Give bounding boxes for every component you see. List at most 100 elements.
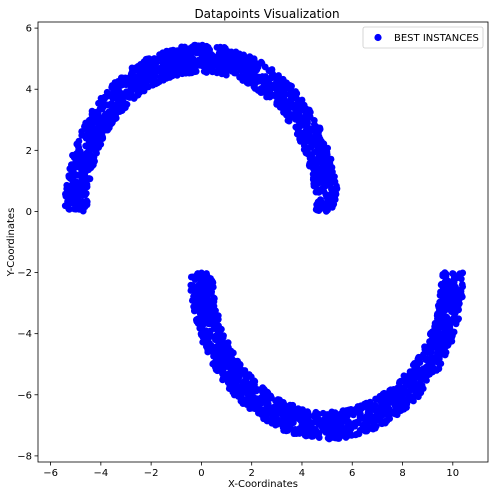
data-point-cluster-1 (309, 134, 317, 141)
data-point-cluster-1 (316, 125, 324, 133)
data-point-cluster-2 (295, 410, 303, 418)
data-point-cluster-1 (331, 188, 339, 196)
data-point-cluster-2 (452, 300, 460, 308)
data-point-cluster-2 (228, 374, 236, 382)
data-point-cluster-2 (187, 273, 195, 281)
data-point-cluster-1 (72, 190, 80, 198)
data-point-cluster-1 (319, 158, 327, 166)
data-point-cluster-1 (197, 44, 205, 52)
data-point-cluster-1 (164, 55, 172, 62)
data-point-cluster-2 (315, 434, 323, 442)
data-point-cluster-1 (68, 161, 75, 169)
data-point-cluster-2 (419, 370, 427, 378)
data-point-cluster-2 (435, 318, 443, 326)
data-point-cluster-1 (96, 114, 104, 122)
data-point-cluster-1 (140, 58, 148, 66)
data-point-cluster-1 (65, 205, 73, 213)
data-point-cluster-2 (227, 367, 235, 374)
data-point-cluster-2 (245, 380, 253, 388)
y-tick-label: −8 (17, 451, 32, 462)
data-point-cluster-2 (397, 406, 405, 414)
data-point-cluster-2 (343, 412, 351, 420)
data-point-cluster-1 (307, 127, 315, 135)
data-point-cluster-1 (117, 80, 125, 87)
data-point-cluster-1 (296, 132, 304, 140)
data-point-cluster-1 (271, 80, 279, 88)
data-point-cluster-2 (449, 270, 456, 277)
y-tick-label: −4 (17, 329, 32, 340)
data-point-cluster-1 (108, 82, 116, 89)
data-point-cluster-2 (210, 321, 217, 329)
data-point-cluster-1 (152, 77, 160, 85)
data-point-cluster-2 (446, 285, 453, 293)
data-point-cluster-1 (325, 157, 332, 165)
data-point-cluster-2 (216, 356, 224, 364)
x-axis-label: X-Coordinates (228, 479, 298, 490)
data-point-cluster-1 (212, 59, 220, 67)
data-point-cluster-2 (235, 376, 242, 384)
data-point-cluster-1 (304, 150, 312, 158)
data-point-cluster-2 (219, 366, 227, 374)
data-point-cluster-2 (272, 421, 280, 429)
data-point-cluster-2 (310, 412, 317, 420)
data-point-cluster-2 (436, 346, 444, 354)
data-point-cluster-1 (218, 60, 226, 68)
data-point-cluster-1 (311, 170, 319, 178)
data-point-cluster-1 (222, 56, 230, 64)
data-point-cluster-2 (428, 329, 436, 337)
data-point-cluster-1 (64, 185, 71, 193)
data-point-cluster-1 (74, 163, 82, 171)
data-point-cluster-2 (245, 371, 253, 378)
data-point-cluster-2 (221, 358, 229, 366)
data-point-cluster-2 (261, 393, 269, 401)
data-point-cluster-1 (280, 86, 288, 94)
data-point-cluster-2 (424, 349, 432, 357)
data-point-cluster-1 (66, 197, 74, 205)
data-point-cluster-1 (218, 66, 226, 74)
data-point-cluster-1 (74, 179, 82, 187)
data-point-cluster-2 (290, 426, 298, 434)
data-point-cluster-1 (216, 43, 224, 51)
data-point-cluster-1 (182, 58, 190, 65)
data-point-cluster-1 (250, 71, 258, 79)
data-point-cluster-1 (298, 106, 306, 114)
data-point-cluster-1 (92, 108, 100, 116)
data-point-cluster-1 (75, 137, 83, 145)
x-tick-label: −2 (144, 468, 159, 479)
data-point-cluster-1 (159, 51, 167, 59)
y-tick-label: 2 (26, 146, 32, 157)
data-point-cluster-1 (76, 152, 84, 160)
data-point-cluster-2 (426, 338, 433, 345)
data-point-cluster-1 (85, 124, 93, 132)
data-point-cluster-2 (458, 293, 466, 301)
data-point-cluster-1 (112, 111, 120, 119)
x-tick-label: −4 (93, 468, 108, 479)
data-point-cluster-1 (145, 63, 153, 71)
data-point-cluster-2 (417, 389, 425, 397)
data-point-cluster-2 (459, 269, 467, 277)
data-point-cluster-2 (302, 432, 310, 440)
data-point-cluster-2 (433, 353, 440, 361)
data-point-cluster-1 (75, 205, 83, 213)
data-point-cluster-2 (303, 425, 311, 433)
data-point-cluster-2 (280, 427, 288, 434)
data-point-cluster-1 (233, 57, 240, 65)
data-point-cluster-1 (254, 62, 262, 70)
data-point-cluster-2 (229, 359, 236, 366)
data-point-cluster-2 (204, 338, 212, 346)
data-point-cluster-1 (155, 65, 163, 72)
data-point-cluster-2 (194, 315, 202, 323)
legend: BEST INSTANCES (362, 26, 484, 49)
data-point-cluster-2 (324, 434, 332, 442)
data-point-cluster-2 (345, 418, 353, 426)
data-point-cluster-1 (171, 57, 179, 64)
data-point-cluster-2 (217, 335, 224, 342)
data-point-cluster-1 (208, 66, 216, 73)
data-point-cluster-2 (210, 347, 217, 355)
legend-label: BEST INSTANCES (394, 33, 479, 44)
data-point-cluster-1 (242, 62, 250, 70)
data-point-cluster-2 (437, 360, 445, 367)
y-tick-label: 6 (26, 24, 32, 35)
y-axis-label: Y-Coordinates (6, 208, 17, 278)
data-point-cluster-2 (439, 313, 447, 321)
